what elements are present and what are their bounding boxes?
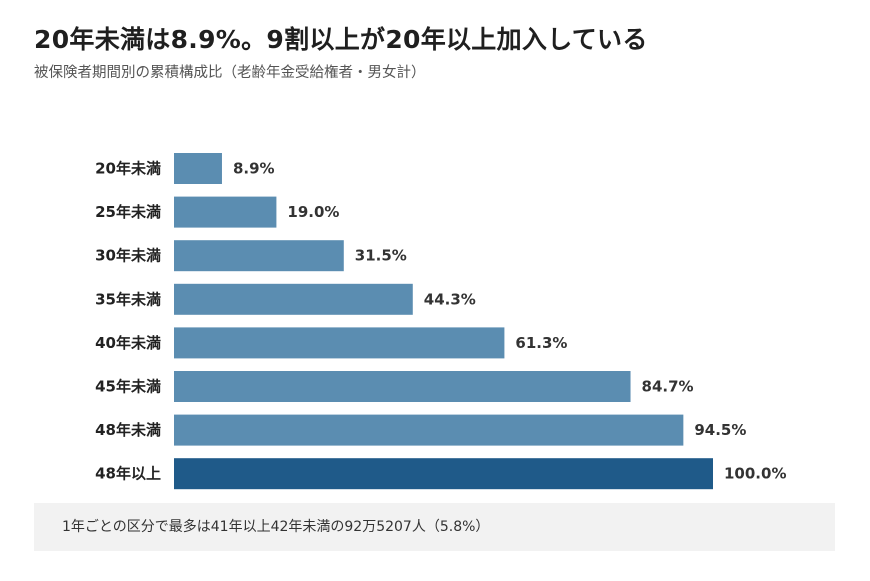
category-label: 40年未満	[95, 334, 161, 352]
bar	[174, 371, 631, 402]
chart-subtitle: 被保険者期間別の累積構成比（老齢年金受給権者・男女計）	[34, 65, 426, 81]
bar	[174, 153, 222, 184]
bar	[174, 240, 344, 272]
category-label: 45年未満	[95, 378, 161, 396]
value-label: 44.3%	[424, 290, 476, 308]
bar-highlight	[174, 458, 713, 490]
category-label: 48年未満	[95, 421, 161, 439]
category-label: 20年未満	[95, 160, 161, 178]
value-label: 31.5%	[355, 247, 407, 265]
value-label: 19.0%	[287, 203, 339, 221]
category-label: 48年以上	[95, 465, 161, 483]
bar-chart: 20年未満 8.9% 25年未満 19.0% 30年未満 31.5% 35年未満 44.3% 4…	[95, 153, 786, 490]
value-label: 94.5%	[694, 421, 746, 439]
bar	[174, 196, 277, 228]
bar	[174, 327, 505, 359]
footnote-box: 1年ごとの区分で最多は41年以上42年未満の92万5207人（5.8%）	[34, 503, 835, 551]
category-label: 30年未満	[95, 247, 161, 265]
value-label: 8.9%	[233, 160, 275, 178]
category-label: 25年未満	[95, 203, 161, 221]
bar	[174, 283, 413, 315]
value-label: 84.7%	[642, 378, 694, 396]
bar	[174, 414, 684, 446]
category-label: 35年未満	[95, 290, 161, 308]
value-label: 61.3%	[515, 334, 567, 352]
chart-title: 20年未満は8.9%。9割以上が20年以上加入している	[34, 25, 648, 54]
value-label: 100.0%	[724, 465, 786, 483]
